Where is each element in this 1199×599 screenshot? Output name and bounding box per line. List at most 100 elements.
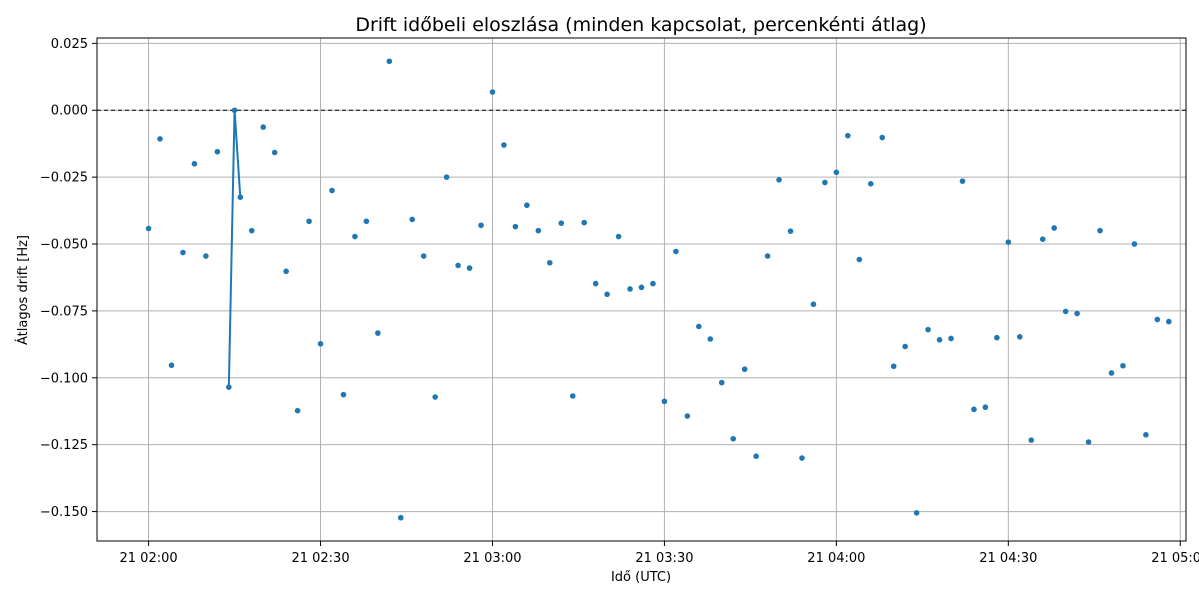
data-point xyxy=(558,220,565,226)
data-point xyxy=(191,160,198,167)
x-tick-label: 21 02:00 xyxy=(120,551,178,566)
data-point xyxy=(203,253,209,259)
data-point xyxy=(1005,239,1012,245)
data-point xyxy=(248,227,255,234)
data-point xyxy=(936,337,943,343)
data-point xyxy=(776,177,782,183)
data-point xyxy=(231,107,238,114)
data-point xyxy=(810,301,817,308)
x-tick-label: 21 04:30 xyxy=(979,551,1037,566)
data-point xyxy=(1143,431,1149,438)
data-point xyxy=(592,280,599,287)
x-tick-label: 21 03:30 xyxy=(635,551,693,566)
data-point xyxy=(157,136,163,142)
x-axis: 21 02:00 21 02:30 21 03:00 21 03:30 21 04:00… xyxy=(120,541,1199,566)
data-point xyxy=(718,379,725,386)
y-tick-label: 0.025 xyxy=(51,37,88,52)
data-point xyxy=(1085,439,1092,445)
data-point xyxy=(145,225,152,232)
data-point xyxy=(352,233,358,240)
data-point xyxy=(432,394,438,400)
data-point xyxy=(317,341,324,347)
data-point xyxy=(512,223,519,230)
data-point xyxy=(294,407,301,414)
data-point xyxy=(524,202,530,209)
data-point xyxy=(971,406,977,413)
data-point xyxy=(535,227,542,234)
data-point xyxy=(1120,362,1126,369)
data-point xyxy=(501,142,507,148)
data-point xyxy=(420,253,427,259)
data-point xyxy=(1062,308,1069,315)
plot-area xyxy=(96,37,1187,542)
y-axis-title: Átlagos drift [Hz] xyxy=(15,235,31,345)
data-point xyxy=(168,362,175,369)
data-point xyxy=(581,219,587,226)
line-series xyxy=(227,110,242,388)
data-point xyxy=(1154,316,1161,323)
data-point xyxy=(306,218,312,225)
data-point xyxy=(867,181,874,187)
data-point xyxy=(363,218,370,225)
data-point xyxy=(615,233,622,240)
data-point xyxy=(627,286,633,292)
data-point xyxy=(1166,318,1172,325)
data-point xyxy=(753,453,759,459)
data-point xyxy=(890,363,897,370)
data-point xyxy=(443,174,450,180)
data-point xyxy=(696,323,702,330)
data-point xyxy=(375,330,381,336)
data-point xyxy=(741,366,748,373)
data-point xyxy=(982,404,989,411)
data-point xyxy=(546,259,553,266)
data-point xyxy=(879,134,886,141)
data-point xyxy=(787,228,794,234)
data-point xyxy=(1097,227,1103,234)
data-point xyxy=(913,510,920,516)
data-point xyxy=(925,326,931,333)
data-point xyxy=(214,148,221,155)
data-point xyxy=(604,291,610,298)
data-point xyxy=(764,253,771,259)
y-tick-label: −0.150 xyxy=(40,505,88,520)
x-tick-label: 21 02:30 xyxy=(291,551,349,566)
data-point xyxy=(1028,437,1035,443)
data-point xyxy=(386,58,393,65)
data-point xyxy=(1108,370,1115,376)
y-tick-label: −0.125 xyxy=(40,438,88,453)
data-point xyxy=(707,336,714,342)
data-point xyxy=(959,178,966,184)
data-point xyxy=(822,179,828,186)
data-point xyxy=(271,149,278,156)
data-point xyxy=(226,384,232,390)
x-tick-label: 21 03:00 xyxy=(463,551,521,566)
data-point xyxy=(283,268,289,275)
data-point xyxy=(237,194,244,200)
y-tick-label: 0.000 xyxy=(51,104,88,119)
data-point xyxy=(856,256,863,263)
data-point xyxy=(833,169,840,176)
data-point xyxy=(260,124,267,130)
data-point xyxy=(1051,225,1057,231)
data-point xyxy=(1074,310,1080,317)
y-tick-label: −0.075 xyxy=(40,304,88,319)
data-point xyxy=(1016,334,1023,340)
data-point xyxy=(650,280,656,287)
y-tick-label: −0.050 xyxy=(40,238,88,253)
data-point xyxy=(673,248,679,255)
data-point xyxy=(569,393,576,399)
data-point xyxy=(478,222,484,229)
scatter-series xyxy=(145,58,1172,521)
data-point xyxy=(994,334,1000,341)
data-point xyxy=(638,284,645,291)
data-point xyxy=(730,435,737,442)
y-axis: 0.025 0.000 −0.025 −0.050 −0.075 −0.100 −0.125… xyxy=(40,37,97,520)
data-point xyxy=(455,262,461,269)
data-point xyxy=(799,455,805,461)
series-line xyxy=(227,110,242,388)
x-axis-title: Idő (UTC) xyxy=(611,570,671,585)
data-point xyxy=(948,335,954,342)
data-point xyxy=(684,413,691,419)
x-tick-label: 21 05:00 xyxy=(1151,551,1199,566)
